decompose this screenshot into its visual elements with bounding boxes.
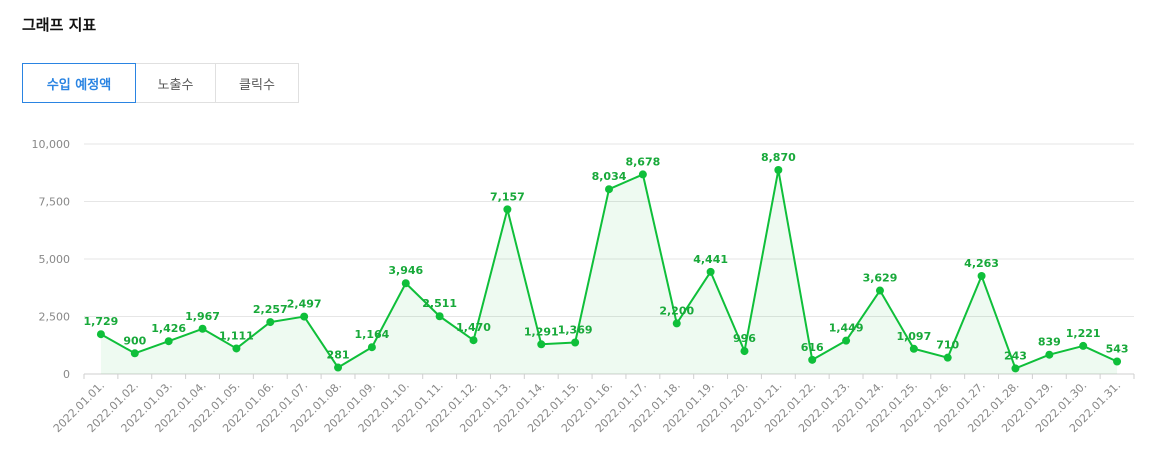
- data-point: [130, 349, 139, 358]
- data-label: 710: [936, 339, 959, 352]
- data-point: [638, 170, 647, 179]
- data-point: [1045, 350, 1054, 359]
- data-point: [706, 267, 715, 276]
- data-point: [1079, 341, 1088, 350]
- data-point: [672, 319, 681, 328]
- data-label: 1,470: [456, 321, 491, 334]
- data-point: [605, 185, 613, 194]
- data-label: 4,263: [964, 257, 999, 270]
- data-label: 839: [1038, 336, 1061, 349]
- data-point: [334, 363, 343, 372]
- data-point: [808, 355, 817, 364]
- y-tick-label: 2,500: [39, 311, 71, 324]
- data-point: [774, 165, 783, 174]
- data-point: [96, 330, 105, 339]
- data-label: 1,967: [185, 310, 220, 323]
- data-label: 1,369: [558, 324, 593, 337]
- data-point: [1113, 357, 1122, 366]
- data-label: 1,449: [829, 322, 864, 335]
- data-label: 281: [327, 349, 350, 362]
- data-label: 1,729: [84, 315, 119, 328]
- data-point: [1011, 364, 1020, 373]
- data-label: 1,291: [524, 325, 559, 338]
- data-point: [300, 312, 309, 321]
- tab-expected-revenue[interactable]: 수입 예정액: [22, 63, 136, 103]
- data-point: [401, 279, 410, 288]
- data-label: 243: [1004, 349, 1027, 362]
- data-label: 3,629: [863, 272, 898, 285]
- data-label: 1,111: [219, 329, 254, 342]
- data-label: 3,946: [388, 264, 423, 277]
- data-label: 616: [801, 341, 824, 354]
- data-label: 543: [1106, 343, 1129, 356]
- data-label: 1,097: [896, 330, 931, 343]
- data-point: [842, 336, 851, 345]
- tab-clicks[interactable]: 클릭수: [216, 64, 298, 102]
- data-label: 7,157: [490, 190, 525, 203]
- data-point: [571, 338, 580, 347]
- data-label: 2,497: [287, 298, 322, 311]
- data-point: [537, 340, 546, 349]
- data-point: [740, 347, 749, 356]
- data-point: [909, 344, 918, 353]
- y-tick-label: 7,500: [39, 196, 71, 209]
- metric-tabs: 수입 예정액 노출수 클릭수: [22, 63, 299, 103]
- data-label: 8,034: [592, 170, 627, 183]
- data-label: 8,678: [625, 155, 660, 168]
- data-label: 900: [123, 334, 146, 347]
- data-label: 1,221: [1066, 327, 1101, 340]
- data-label: 2,200: [659, 304, 694, 317]
- data-point: [875, 286, 884, 295]
- data-label: 2,511: [422, 297, 457, 310]
- data-label: 2,257: [253, 303, 288, 316]
- data-point: [266, 318, 275, 327]
- data-point: [435, 312, 444, 321]
- data-label: 4,441: [693, 253, 728, 266]
- data-point: [367, 343, 376, 352]
- data-point: [164, 337, 173, 346]
- data-label: 1,426: [151, 322, 186, 335]
- data-point: [198, 324, 207, 333]
- data-label: 1,164: [355, 328, 390, 341]
- y-tick-label: 10,000: [32, 138, 71, 151]
- data-point: [977, 271, 986, 280]
- y-tick-label: 0: [63, 368, 70, 381]
- page-title: 그래프 지표: [22, 16, 97, 34]
- revenue-line-chart: 02,5005,0007,50010,0002022.01.01.2022.01…: [32, 138, 1135, 435]
- data-label: 8,870: [761, 151, 796, 164]
- area-fill: [100, 169, 1118, 374]
- tab-impressions[interactable]: 노출수: [136, 64, 216, 102]
- data-point: [469, 336, 478, 345]
- y-tick-label: 5,000: [39, 253, 71, 266]
- data-label: 996: [733, 332, 756, 345]
- data-point: [232, 344, 241, 353]
- data-point: [943, 353, 952, 362]
- data-point: [503, 205, 512, 214]
